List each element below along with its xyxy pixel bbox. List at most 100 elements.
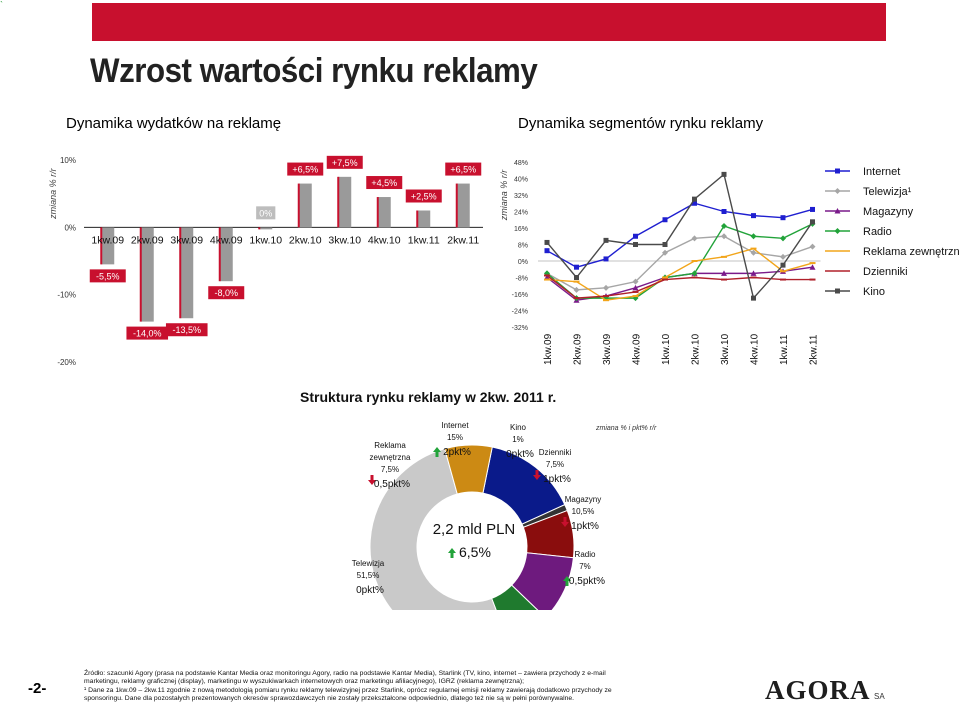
y-axis-label: zmiana % r/r bbox=[499, 169, 509, 222]
data-point bbox=[633, 242, 638, 247]
data-point bbox=[662, 217, 668, 223]
down-arrow-icon bbox=[561, 517, 569, 527]
series-line bbox=[546, 235, 813, 291]
data-point bbox=[574, 275, 579, 280]
data-point bbox=[691, 276, 698, 279]
data-point bbox=[780, 262, 786, 268]
data-label: 0% bbox=[259, 208, 272, 218]
down-arrow-icon bbox=[368, 475, 376, 485]
y-tick-label: 0% bbox=[64, 223, 76, 232]
data-point bbox=[573, 280, 580, 283]
data-label-box bbox=[287, 162, 324, 176]
data-point bbox=[573, 297, 580, 300]
data-label-box bbox=[165, 323, 208, 337]
series-line bbox=[546, 247, 813, 301]
data-point bbox=[574, 264, 579, 270]
data-point bbox=[692, 196, 697, 202]
x-tick-label: 2kw.11 bbox=[447, 234, 479, 246]
line-chart-subtitle: Dynamika segmentów rynku reklamy bbox=[518, 115, 764, 132]
data-label: +6,5% bbox=[450, 165, 476, 175]
data-point bbox=[632, 295, 639, 298]
data-point bbox=[632, 284, 639, 291]
x-tick-label: 4kw.10 bbox=[368, 234, 401, 246]
data-point bbox=[809, 262, 816, 265]
series-line bbox=[546, 274, 813, 299]
data-point bbox=[809, 243, 816, 250]
data-point bbox=[721, 171, 727, 177]
data-point bbox=[691, 235, 698, 242]
legend-label: Internet bbox=[863, 166, 900, 178]
corner-mark: ` bbox=[0, 0, 3, 10]
x-tick-label: 2kw.10 bbox=[691, 333, 702, 365]
bar bbox=[219, 227, 233, 282]
x-tick-label: 2kw.09 bbox=[573, 333, 584, 365]
y-tick-label: 24% bbox=[514, 210, 528, 217]
data-label: +6,5% bbox=[292, 165, 318, 175]
bar bbox=[456, 183, 470, 228]
bar-accent-edge bbox=[455, 183, 458, 228]
slice-label: Magazyny bbox=[565, 495, 601, 504]
y-tick-label: -20% bbox=[57, 358, 76, 367]
bar-accent-edge bbox=[179, 227, 182, 319]
slice-share: 10,5% bbox=[572, 507, 595, 516]
data-point bbox=[750, 247, 757, 250]
agora-logo: AGORA bbox=[765, 675, 871, 705]
y-tick-label: 48% bbox=[514, 160, 528, 167]
data-point bbox=[721, 233, 727, 240]
slice-label: Internet bbox=[441, 421, 469, 430]
series-line bbox=[546, 223, 813, 299]
data-label-box bbox=[126, 326, 169, 340]
x-tick-label: 4kw.09 bbox=[632, 333, 643, 365]
agora-logo-suffix: SA bbox=[874, 692, 885, 701]
data-point bbox=[603, 237, 609, 243]
data-point bbox=[544, 274, 550, 277]
data-label: -14,0% bbox=[133, 329, 162, 339]
data-point bbox=[662, 249, 668, 256]
y-tick-label: 40% bbox=[514, 177, 528, 184]
donut-slice bbox=[444, 444, 493, 495]
bar-accent-edge bbox=[337, 176, 340, 228]
data-label: -13,5% bbox=[172, 325, 201, 335]
data-point bbox=[721, 222, 727, 229]
data-label: -5,5% bbox=[96, 271, 120, 281]
series-line bbox=[546, 173, 814, 300]
footnote-line: sponsoringu. Dane dla pozostałych prezen… bbox=[84, 694, 575, 702]
x-tick-label: 4kw.09 bbox=[210, 234, 243, 246]
data-point bbox=[721, 255, 727, 258]
data-point bbox=[544, 278, 550, 281]
slice-change: 1pkt% bbox=[543, 474, 571, 485]
up-arrow-icon bbox=[433, 447, 441, 457]
data-point bbox=[662, 278, 668, 281]
data-point bbox=[721, 209, 727, 214]
y-tick-label: -24% bbox=[512, 309, 528, 316]
legend-label: Reklama zewnętrzna bbox=[863, 246, 960, 258]
donut-slice bbox=[510, 552, 574, 610]
legend-marker bbox=[835, 288, 840, 294]
data-point bbox=[751, 295, 756, 301]
x-tick-label: 4kw.10 bbox=[750, 333, 761, 365]
bar-accent-edge bbox=[218, 227, 221, 282]
legend-label: Kino bbox=[863, 286, 885, 298]
data-point bbox=[750, 249, 757, 256]
footnote-line: ¹ Dane za 1kw.09 – 2kw.11 zgodnie z nową… bbox=[84, 686, 612, 694]
donut-slice bbox=[491, 584, 539, 610]
data-label-box bbox=[89, 269, 126, 283]
bar-accent-edge bbox=[376, 197, 379, 228]
slice-share: 15% bbox=[447, 433, 463, 442]
x-tick-label: 1kw.09 bbox=[543, 333, 554, 365]
bar-accent-edge bbox=[258, 227, 261, 230]
data-label-box bbox=[405, 189, 442, 203]
bar bbox=[338, 176, 352, 228]
slice-share: 7,5% bbox=[381, 465, 399, 474]
bar-accent-edge bbox=[297, 183, 300, 228]
data-label-box bbox=[326, 155, 363, 169]
line-chart: zmiana % r/r 48% 40% 32% 24% 16% 8% 0% -8% -16% -2… bbox=[499, 160, 960, 365]
x-tick-label: 1kw.11 bbox=[408, 234, 440, 246]
data-point bbox=[780, 270, 786, 273]
data-point bbox=[633, 233, 638, 239]
slice-label: Telewizja bbox=[352, 559, 385, 568]
down-arrow-icon bbox=[533, 470, 541, 480]
data-point bbox=[809, 278, 816, 281]
slice-change: 0,5pkt% bbox=[569, 576, 605, 587]
up-arrow-icon bbox=[563, 576, 571, 586]
